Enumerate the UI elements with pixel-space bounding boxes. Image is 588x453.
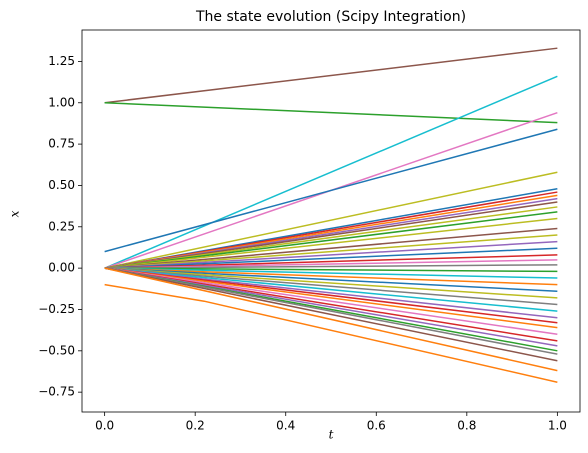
series-line [104,267,558,293]
series-line [104,267,558,299]
series-line [104,267,558,342]
series-line [104,206,558,269]
plot-frame [81,29,581,413]
series-line [104,264,558,269]
y-tick-label: −0.25 [38,302,75,316]
series-line [104,267,558,347]
x-tick-label: 0.4 [276,419,295,433]
y-tick-label: 0.50 [48,178,75,192]
x-tick-label: 0.2 [186,419,205,433]
series-line [104,227,558,269]
series-line [104,247,558,269]
series-line [104,75,558,269]
series-line [104,217,558,269]
series-line [104,267,558,306]
series-line [104,267,558,324]
series-line [104,201,558,269]
x-tick-label: 0.6 [367,419,386,433]
series-line [104,211,558,269]
series-line [104,259,558,269]
chart-title: The state evolution (Scipy Integration) [195,9,466,25]
series-line [104,267,558,319]
y-tick-label: 1.00 [48,95,75,109]
y-tick-label: −0.50 [38,343,75,357]
y-tick-label: 0.75 [48,137,75,151]
x-tick-label: 1.0 [548,419,567,433]
series-line [104,283,558,383]
y-tick-label: −0.75 [38,385,75,399]
series-line [104,234,558,269]
series-line [104,102,558,124]
series-line [104,267,558,372]
series-line [104,267,558,336]
series-line [104,128,558,253]
y-tick-label: 1.25 [48,54,75,68]
series-line [104,267,558,355]
series-line [104,267,558,273]
x-axis-label: t [329,428,334,442]
y-tick-label: 0.25 [48,219,75,233]
series-line [104,254,558,269]
series-line [104,240,558,269]
series-line [104,267,558,312]
x-tick-label: 0.8 [457,419,476,433]
series-line [104,47,558,104]
y-tick-label: 0.00 [48,261,75,275]
y-axis-label: x [8,210,22,217]
series-line [104,267,558,286]
series-line [104,267,558,329]
series-line [104,267,558,279]
series-line [104,171,558,269]
x-tick-label: 0.0 [95,419,114,433]
series-line [104,267,558,362]
